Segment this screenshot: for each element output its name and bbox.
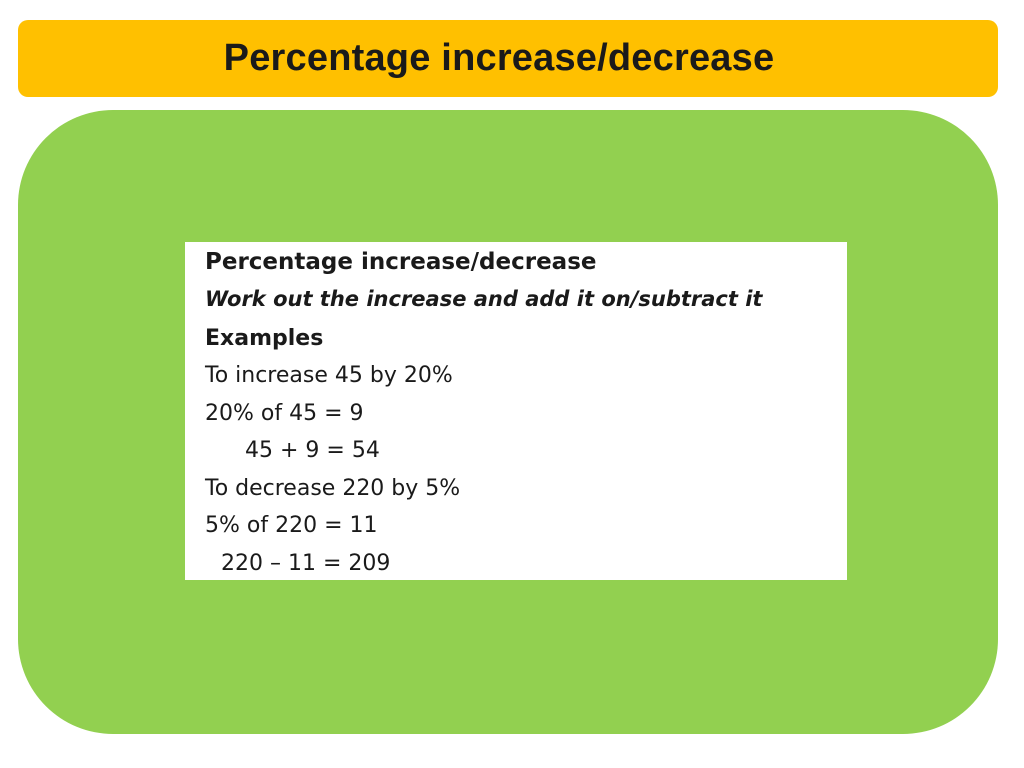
instruction-text: Work out the increase and add it on/subt… (205, 287, 763, 311)
embedded-image: Percentage increase/decrease Work out th… (185, 242, 847, 580)
example1-line1: To increase 45 by 20% (205, 363, 453, 388)
examples-label: Examples (205, 326, 324, 351)
slide-title: Percentage increase/decrease (223, 37, 775, 79)
example2-line3: 220 – 11 = 209 (221, 550, 391, 576)
example2-line1: To decrease 220 by 5% (205, 475, 461, 501)
title-banner: Percentage increase/decrease (18, 20, 998, 97)
example1-line2: 20% of 45 = 9 (205, 400, 364, 426)
image-heading: Percentage increase/decrease (205, 249, 597, 275)
example1-line3: 45 + 9 = 54 (245, 438, 380, 463)
example2-line2: 5% of 220 = 11 (205, 513, 378, 538)
